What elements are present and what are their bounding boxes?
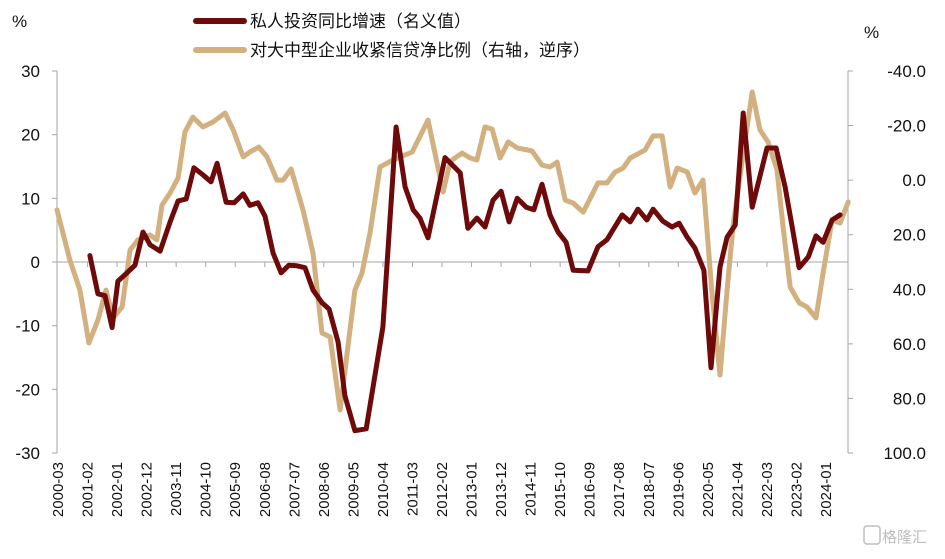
x-tick-label: 2010-04 <box>375 462 392 517</box>
x-tick-label: 2002-12 <box>139 462 156 517</box>
x-tick-label: 2011-03 <box>404 462 421 516</box>
series-layer <box>57 92 848 431</box>
right-tick-label: 0.0 <box>902 171 926 190</box>
x-tick-label: 2013-12 <box>493 462 510 517</box>
right-tick-label: 20.0 <box>893 226 926 245</box>
left-tick-label: 10 <box>21 189 40 208</box>
left-tick-label: -20 <box>15 380 40 399</box>
legend: 私人投资同比增速（名义值） 对大中型企业收紧信贷净比例（右轴，逆序） <box>196 12 590 60</box>
x-tick-label: 2005-09 <box>227 462 244 517</box>
x-tick-label: 2013-01 <box>464 462 481 517</box>
x-tick-label: 2017-08 <box>611 462 628 517</box>
x-tick-label: 2000-03 <box>50 462 67 517</box>
left-tick-label: -10 <box>15 317 40 336</box>
legend-label-private-investment: 私人投资同比增速（名义值） <box>250 12 471 31</box>
left-tick-label: 30 <box>21 62 40 81</box>
x-tick-label: 2002-01 <box>109 462 126 517</box>
x-tick-label: 2020-05 <box>700 462 717 517</box>
x-tick-label: 2022-03 <box>759 462 776 517</box>
left-tick-label: -30 <box>15 444 40 463</box>
x-tick-label: 2009-05 <box>345 462 362 517</box>
watermark-logo-icon <box>864 526 880 544</box>
right-tick-label: 40.0 <box>893 280 926 299</box>
x-tick-label: 2001-02 <box>80 462 97 517</box>
x-tick-label: 2023-02 <box>788 462 805 517</box>
legend-label-credit-tightening: 对大中型企业收紧信贷净比例（右轴，逆序） <box>250 41 590 60</box>
left-axis-unit: % <box>12 12 27 31</box>
x-tick-label: 2019-06 <box>670 462 687 517</box>
left-axis-ticks: 30 20 10 0 -10 -20 -30 <box>15 62 57 463</box>
right-tick-label: 100.0 <box>883 444 926 463</box>
x-tick-label: 2021-04 <box>729 462 746 517</box>
right-axis-ticks: -40.0 -20.0 0.0 20.0 40.0 60.0 80.0 100.0 <box>848 62 926 463</box>
left-tick-label: 0 <box>31 253 40 272</box>
x-tick-label: 2018-07 <box>641 462 658 517</box>
x-tick-label: 2007-07 <box>286 462 303 517</box>
x-tick-label: 2012-02 <box>434 462 451 517</box>
x-tick-label: 2015-10 <box>552 462 569 517</box>
watermark-logo-text: 格隆汇 <box>882 529 927 546</box>
series-line-credit-tightening <box>57 92 848 410</box>
watermark-logo: 格隆汇 <box>864 526 927 546</box>
left-tick-label: 20 <box>21 126 40 145</box>
x-tick-label: 2004-10 <box>198 462 215 517</box>
x-tick-label: 2006-08 <box>257 462 274 517</box>
right-tick-label: -20.0 <box>887 117 926 136</box>
x-tick-label: 2016-09 <box>582 462 599 517</box>
x-tick-label: 2008-06 <box>316 462 333 517</box>
legend-item-credit-tightening: 对大中型企业收紧信贷净比例（右轴，逆序） <box>196 41 590 60</box>
x-tick-label: 2024-01 <box>818 462 835 517</box>
right-tick-label: 60.0 <box>893 335 926 354</box>
x-tick-label: 2003-11 <box>168 462 185 516</box>
legend-item-private-investment: 私人投资同比增速（名义值） <box>196 12 471 31</box>
x-tick-label: 2014-11 <box>523 462 540 516</box>
right-tick-label: -40.0 <box>887 62 926 81</box>
right-tick-label: 80.0 <box>893 389 926 408</box>
right-axis-unit: % <box>864 23 879 42</box>
